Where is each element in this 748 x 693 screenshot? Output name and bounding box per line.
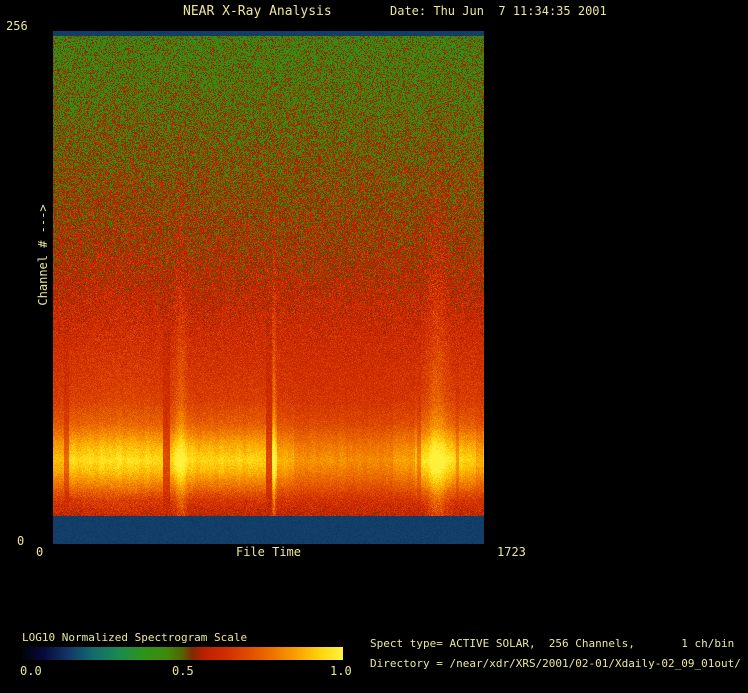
y-axis-max-tick: 256 <box>6 19 28 33</box>
colorbar-tick-max: 1.0 <box>330 664 352 678</box>
page-title: NEAR X-Ray Analysis <box>183 4 332 19</box>
y-axis-label: Channel # ---> <box>36 204 50 306</box>
colorbar-tick-min: 0.0 <box>20 664 42 678</box>
date-label: Date: Thu Jun 7 11:34:35 2001 <box>390 4 607 18</box>
x-axis-max-tick: 1723 <box>497 545 526 559</box>
directory-line: Directory = /near/xdr/XRS/2001/02-01/Xda… <box>370 657 741 670</box>
y-axis-min-tick: 0 <box>17 534 25 548</box>
colorbar-tick-mid: 0.5 <box>172 664 194 678</box>
spect-type-line: Spect type= ACTIVE SOLAR, 256 Channels, … <box>370 637 735 650</box>
colorbar-gradient <box>22 647 343 660</box>
x-axis-min-tick: 0 <box>36 545 44 559</box>
colorbar-title: LOG10 Normalized Spectrogram Scale <box>22 631 248 644</box>
spectrogram-canvas <box>53 31 484 544</box>
x-axis-label: File Time <box>235 545 302 559</box>
